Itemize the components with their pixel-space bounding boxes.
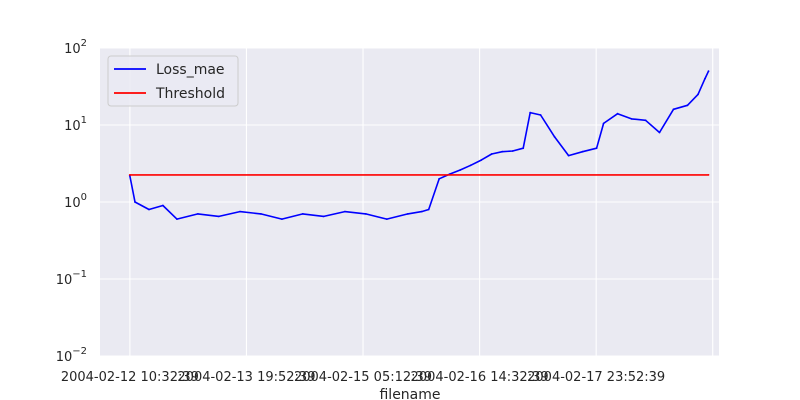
data-point bbox=[322, 215, 325, 218]
data-point bbox=[511, 150, 514, 152]
data-point bbox=[707, 70, 710, 73]
x-tick-label: 2004-02-17 23:52:39 bbox=[527, 370, 665, 385]
data-point bbox=[616, 112, 619, 115]
y-tick-label: 10−1 bbox=[56, 269, 87, 288]
data-point bbox=[134, 201, 136, 203]
series-layer bbox=[128, 70, 710, 221]
data-point bbox=[128, 174, 131, 176]
x-tick-label: 2004-02-15 05:12:39 bbox=[294, 370, 432, 385]
data-point bbox=[427, 208, 430, 211]
data-point bbox=[197, 213, 199, 215]
data-point bbox=[176, 218, 178, 221]
data-point bbox=[364, 213, 367, 215]
data-point bbox=[522, 147, 525, 150]
legend: Loss_mae Threshold bbox=[107, 55, 239, 107]
legend-label-threshold: Threshold bbox=[155, 86, 225, 102]
y-tick-label: 101 bbox=[64, 115, 87, 134]
data-point bbox=[406, 213, 409, 215]
data-point bbox=[301, 213, 304, 215]
data-point bbox=[686, 104, 689, 107]
data-point bbox=[480, 159, 483, 162]
x-axis-label: filename bbox=[379, 387, 440, 400]
data-point bbox=[539, 114, 542, 116]
data-point bbox=[501, 150, 504, 153]
data-point bbox=[630, 118, 633, 120]
data-point bbox=[438, 177, 441, 180]
data-point bbox=[672, 108, 675, 111]
y-tick-label: 102 bbox=[64, 38, 87, 57]
data-point bbox=[529, 111, 532, 114]
data-point bbox=[385, 218, 388, 221]
x-tick-label: 2004-02-16 14:32:39 bbox=[411, 370, 549, 385]
data-point bbox=[281, 218, 283, 221]
y-tick-label: 10−2 bbox=[56, 346, 87, 365]
y-axis: 10−2 10−1 100 101 102 bbox=[56, 38, 87, 365]
data-point bbox=[644, 119, 647, 122]
y-tick-label: 100 bbox=[64, 192, 87, 211]
data-point bbox=[459, 169, 462, 171]
data-point bbox=[658, 131, 661, 134]
legend-label-loss-mae: Loss_mae bbox=[156, 62, 225, 78]
x-tick-label: 2004-02-13 19:52:39 bbox=[177, 370, 315, 385]
data-point bbox=[567, 154, 570, 157]
data-point bbox=[595, 147, 598, 150]
data-point bbox=[581, 150, 584, 153]
data-point bbox=[704, 77, 706, 80]
x-tick-label: 2004-02-12 10:32:39 bbox=[61, 370, 199, 385]
data-point bbox=[162, 204, 164, 207]
data-point bbox=[707, 174, 710, 176]
data-point bbox=[239, 210, 241, 213]
data-point bbox=[218, 215, 220, 218]
data-point bbox=[420, 210, 423, 213]
data-point bbox=[697, 93, 699, 96]
grid bbox=[100, 47, 719, 357]
data-point bbox=[553, 136, 556, 138]
data-point bbox=[490, 153, 493, 155]
data-point bbox=[148, 208, 150, 211]
data-point bbox=[260, 213, 262, 215]
data-point bbox=[602, 122, 605, 125]
data-point bbox=[343, 210, 346, 213]
data-point bbox=[469, 164, 472, 167]
